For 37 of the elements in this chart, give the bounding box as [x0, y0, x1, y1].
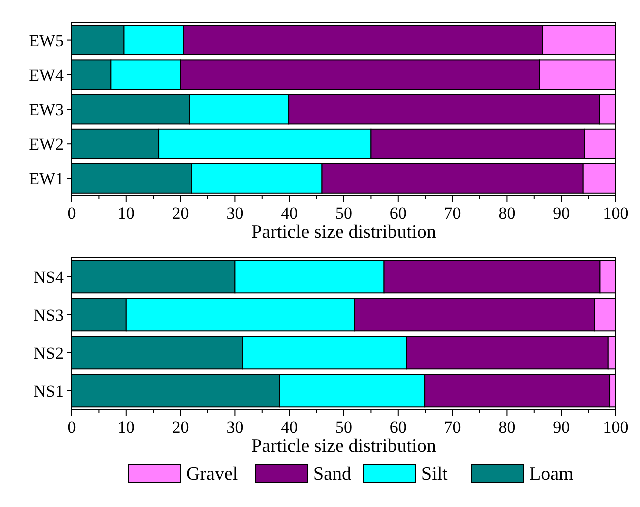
- y-tick-label: EW1: [29, 170, 64, 189]
- x-tick-label: 60: [390, 204, 407, 223]
- y-tick-label: NS3: [34, 306, 64, 325]
- x-tick-label: 80: [498, 418, 516, 437]
- x-tick-label: 0: [68, 204, 76, 223]
- x-tick-label: 90: [553, 204, 570, 223]
- x-tick-label: 30: [226, 204, 244, 223]
- x-tick-label: 90: [553, 418, 570, 437]
- x-tick-label: 10: [118, 204, 135, 223]
- x-tick-label: 0: [68, 418, 76, 437]
- legend-label: Silt: [422, 464, 449, 485]
- x-tick-label: 100: [603, 204, 629, 223]
- y-tick-label: EW5: [29, 31, 64, 50]
- y-tick-label: NS1: [34, 382, 64, 401]
- legend-label: Sand: [314, 464, 352, 485]
- x-tick-label: 80: [498, 204, 516, 223]
- x-tick-label: 40: [281, 204, 298, 223]
- y-tick-label: EW2: [29, 135, 64, 154]
- legend-label: Loam: [530, 464, 574, 485]
- x-tick-label: 70: [444, 204, 462, 223]
- y-tick-label: NS4: [34, 268, 64, 287]
- y-tick-label: EW3: [29, 100, 64, 120]
- x-tick-label: 50: [336, 204, 352, 223]
- x-tick-label: 100: [603, 418, 629, 437]
- x-axis-title: Particle size distribution: [252, 222, 437, 243]
- x-axis-title: Particle size distribution: [252, 436, 437, 457]
- x-tick-label: 50: [336, 418, 352, 437]
- x-tick-label: 60: [390, 418, 407, 437]
- legend-label: Gravel: [186, 464, 238, 485]
- x-tick-label: 20: [172, 418, 190, 437]
- x-tick-label: 40: [281, 418, 298, 437]
- x-tick-label: 70: [444, 418, 462, 437]
- x-tick-label: 30: [226, 418, 244, 437]
- x-tick-label: 20: [172, 204, 190, 223]
- x-tick-label: 10: [118, 418, 135, 437]
- y-tick-label: NS2: [34, 344, 64, 363]
- y-tick-label: EW4: [29, 66, 64, 85]
